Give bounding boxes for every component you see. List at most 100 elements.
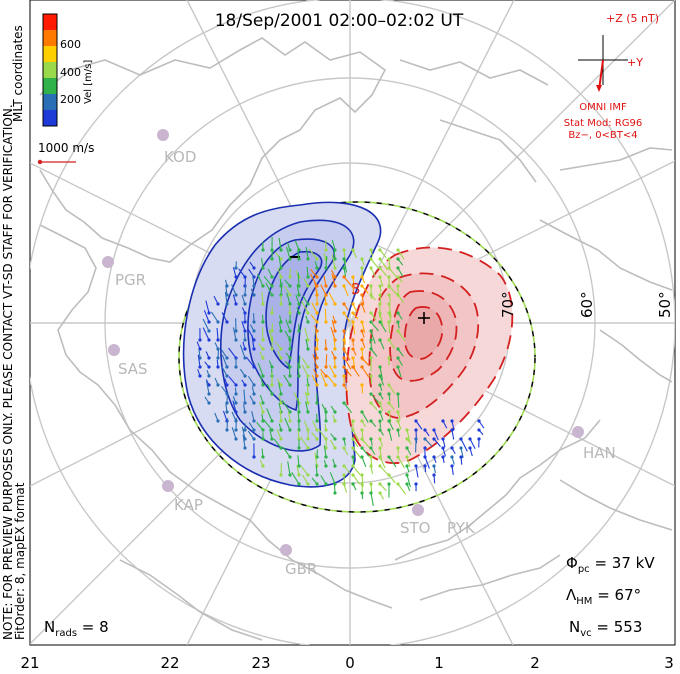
vector-line: [388, 267, 397, 278]
mlt-label-21: 21: [20, 654, 39, 672]
vector-line: [284, 417, 291, 431]
vector-origin: [297, 329, 301, 333]
vector-line: [301, 364, 309, 377]
vector-origin: [405, 482, 409, 486]
vector-origin: [270, 365, 274, 369]
vector-line: [343, 276, 352, 286]
vector-line: [311, 374, 318, 386]
vector-origin: [333, 419, 337, 423]
mlt-label-2: 2: [530, 654, 540, 672]
vector-line: [226, 418, 229, 431]
vector-origin: [261, 356, 265, 360]
vector-origin: [315, 347, 319, 351]
vector-line: [294, 240, 300, 251]
vector-line: [379, 375, 385, 386]
vector-origin: [360, 356, 364, 360]
vector-line: [379, 267, 387, 277]
vector-origin: [369, 284, 373, 288]
vector-line: [202, 318, 210, 332]
vector-origin: [252, 347, 256, 351]
vector-origin: [315, 374, 319, 378]
vector-origin: [279, 248, 283, 252]
vector-line: [284, 330, 291, 341]
vector-origin: [288, 329, 292, 333]
vector-origin: [459, 455, 463, 459]
vector-origin: [468, 437, 472, 441]
vector-line: [361, 438, 372, 450]
vector-line: [343, 258, 348, 273]
vector-origin: [297, 464, 301, 468]
vector-origin: [423, 455, 427, 459]
vector-origin: [459, 446, 463, 450]
vector-origin: [234, 383, 238, 387]
vector-origin: [360, 347, 364, 351]
vector-line: [225, 284, 228, 296]
vector-origin: [369, 320, 373, 324]
vector-origin: [333, 374, 337, 378]
vector-line: [415, 420, 423, 430]
vector-line: [343, 357, 352, 370]
vector-origin: [288, 302, 292, 306]
vector-line: [305, 246, 309, 260]
vector-line: [370, 258, 379, 268]
vector-origin: [378, 428, 382, 432]
vector-origin: [297, 482, 301, 486]
vector-origin: [378, 410, 382, 414]
vector-origin: [387, 482, 391, 486]
vector-line: [388, 321, 391, 334]
vector-origin: [342, 329, 346, 333]
vector-line: [241, 321, 246, 332]
vector-line: [388, 384, 396, 395]
vector-line: [285, 246, 291, 260]
vector-origin: [369, 446, 373, 450]
vector-origin: [432, 464, 436, 468]
vector-origin: [387, 419, 391, 423]
vector-line: [302, 474, 309, 485]
vector-line: [261, 292, 264, 305]
vector-origin: [450, 455, 454, 459]
vector-origin: [360, 329, 364, 333]
vector-origin: [360, 266, 364, 270]
vector-line: [300, 465, 309, 476]
vector-line: [268, 329, 273, 341]
imf-source: OMNI IMF: [579, 102, 627, 113]
station-label-pgr: PGR: [115, 271, 146, 289]
vector-line: [266, 408, 273, 422]
vector-origin: [324, 284, 328, 288]
vector-origin: [387, 266, 391, 270]
vector-origin: [306, 437, 310, 441]
vector-line: [320, 284, 327, 296]
vector-origin: [270, 437, 274, 441]
vector-line: [306, 266, 309, 278]
vector-line: [329, 472, 336, 485]
vector-line: [379, 447, 383, 461]
vector-origin: [378, 311, 382, 315]
vector-origin: [396, 320, 400, 324]
vector-origin: [288, 374, 292, 378]
vector-origin: [270, 311, 274, 315]
vector-origin: [387, 392, 391, 396]
station-label-gbr: GBR: [285, 560, 317, 578]
vector-origin: [441, 419, 445, 423]
vector-origin: [450, 428, 454, 432]
vector-origin: [333, 275, 337, 279]
vector-origin: [342, 383, 346, 387]
vector-line: [216, 327, 219, 341]
vector-origin: [369, 356, 373, 360]
vector-line: [397, 456, 405, 469]
vector-line: [433, 438, 441, 448]
vector-origin: [252, 320, 256, 324]
vector-line: [231, 411, 237, 422]
vector-origin: [441, 446, 445, 450]
latitude-label-50: 50°: [656, 291, 674, 318]
vector-origin: [360, 446, 364, 450]
vector-origin: [369, 464, 373, 468]
vector-origin: [207, 356, 211, 360]
vector-origin: [198, 347, 202, 351]
vector-line: [269, 428, 273, 440]
vector-line: [379, 276, 384, 287]
vector-origin: [315, 365, 319, 369]
vector-origin: [297, 437, 301, 441]
vector-origin: [333, 464, 337, 468]
vector-origin: [360, 482, 364, 486]
